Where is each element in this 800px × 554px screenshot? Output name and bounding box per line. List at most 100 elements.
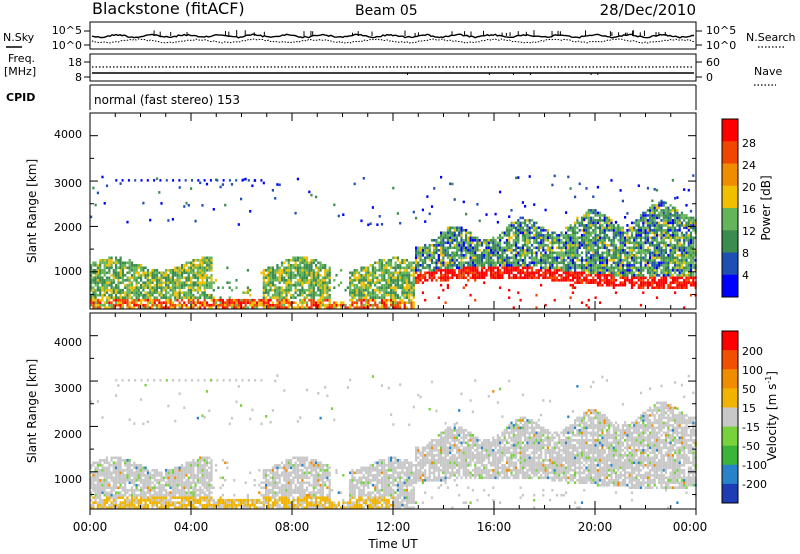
noise-traces — [91, 30, 695, 44]
power-cell — [403, 286, 406, 289]
power-cell — [246, 286, 249, 289]
power-cell — [326, 291, 329, 294]
power-cell — [680, 251, 683, 255]
power-cell — [685, 259, 688, 262]
power-cell — [492, 239, 495, 242]
power-cell — [358, 298, 361, 302]
power-cell — [603, 261, 606, 265]
power-cell — [658, 283, 661, 287]
power-cell — [203, 283, 206, 287]
power-cell — [255, 306, 259, 309]
power-cell — [503, 264, 506, 267]
power-cell — [508, 229, 511, 232]
power-cell — [94, 283, 97, 287]
power-cell — [653, 224, 656, 227]
power-cell — [612, 236, 615, 240]
power-cell — [362, 306, 365, 309]
power-cell — [128, 283, 131, 287]
power-cell — [660, 256, 663, 260]
nave-tick-high: 60 — [706, 56, 720, 69]
power-cell — [353, 296, 356, 299]
velocity-cell — [96, 479, 99, 482]
power-cell — [553, 259, 556, 262]
velocity-cell — [119, 491, 122, 494]
power-cell — [555, 256, 559, 260]
power-cell — [312, 276, 315, 280]
power-cell — [103, 286, 106, 289]
power-cell — [162, 286, 165, 289]
power-cell — [276, 298, 279, 302]
power-cell — [419, 256, 422, 260]
power-cell — [587, 234, 590, 237]
power-cell — [490, 241, 493, 245]
power-cell — [94, 264, 97, 267]
power-cell — [471, 264, 474, 267]
power-cell — [128, 291, 131, 294]
power-cell — [158, 293, 161, 297]
power-cell — [358, 271, 361, 275]
power-cell — [596, 281, 599, 284]
power-cell — [308, 266, 311, 270]
power-cell — [305, 274, 309, 277]
power-cell — [683, 226, 686, 230]
power-cell — [544, 244, 547, 247]
power-cell — [308, 269, 311, 272]
power-cell — [551, 241, 554, 245]
power-cell — [626, 256, 629, 260]
velocity-cell — [94, 491, 97, 494]
power-cell — [519, 256, 522, 260]
power-cell — [599, 264, 602, 267]
power-cell — [435, 259, 438, 262]
power-cell — [683, 234, 686, 237]
power-cell — [203, 293, 206, 297]
velocity-cell — [126, 471, 129, 475]
power-cell — [115, 259, 118, 262]
power-cell — [176, 293, 179, 297]
power-cell — [99, 281, 102, 284]
power-cell — [292, 296, 295, 299]
power-cell — [583, 224, 586, 227]
power-cell — [165, 274, 168, 277]
power-cell — [605, 246, 609, 250]
power-cell — [576, 259, 579, 262]
power-cell — [319, 306, 322, 309]
power-sparse-cell — [517, 176, 520, 179]
power-cell — [664, 211, 668, 215]
power-cell — [692, 251, 695, 255]
power-cell — [592, 254, 595, 257]
power-cell — [512, 249, 515, 252]
power-cell — [280, 296, 284, 299]
power-sparse-cell — [478, 219, 481, 223]
power-cell — [355, 291, 359, 294]
power-cell — [321, 266, 324, 270]
power-cell — [630, 264, 634, 267]
power-cell — [474, 249, 477, 252]
velocity-cell — [99, 498, 102, 502]
power-cell — [549, 246, 552, 250]
power-cell — [458, 261, 461, 265]
power-cell — [669, 234, 672, 237]
power-cell — [530, 236, 534, 240]
power-cell — [685, 249, 688, 252]
power-cell — [651, 209, 654, 212]
power-cell — [560, 269, 563, 272]
power-cell — [315, 271, 318, 275]
power-cell — [387, 298, 390, 302]
power-cell — [671, 226, 674, 230]
power-cell — [244, 303, 247, 307]
power-cell — [446, 283, 449, 287]
velocity-cell — [115, 491, 118, 494]
power-cell — [583, 226, 586, 230]
power-cell — [96, 281, 99, 284]
power-cell — [405, 271, 409, 275]
power-cell — [171, 291, 174, 294]
power-cell — [667, 206, 670, 210]
power-cell — [567, 244, 570, 247]
power-cell — [619, 256, 622, 260]
power-cell — [603, 219, 606, 222]
power-cell — [674, 234, 677, 237]
power-cell — [485, 246, 488, 250]
power-cell — [185, 279, 188, 282]
power-cell — [605, 226, 609, 230]
power-cell — [269, 303, 272, 307]
